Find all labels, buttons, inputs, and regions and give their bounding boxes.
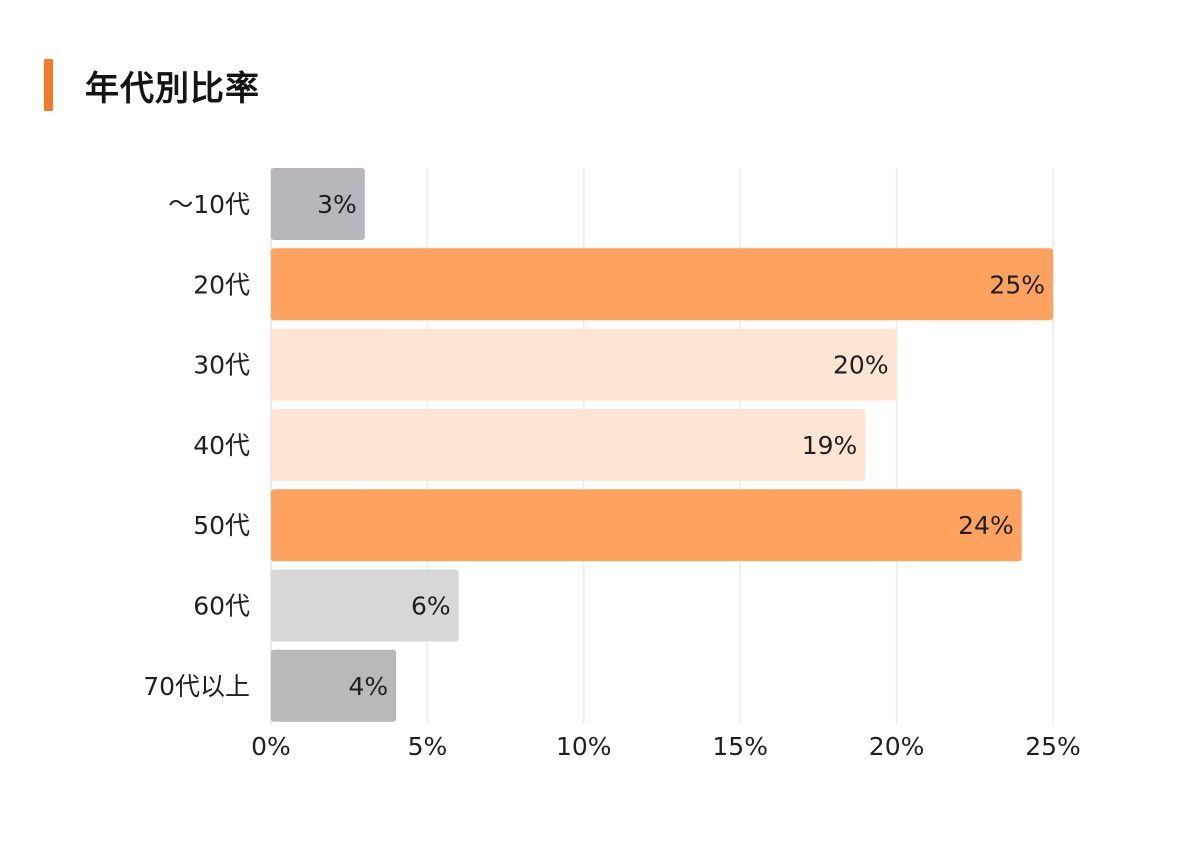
title-accent-bar: [44, 59, 53, 111]
category-label: 50代: [193, 511, 250, 540]
data-label: 4%: [348, 672, 388, 701]
x-tick-label: 15%: [712, 732, 768, 761]
category-label: 60代: [193, 592, 250, 621]
x-tick-label: 20%: [869, 732, 925, 761]
data-label: 6%: [411, 592, 451, 621]
data-label: 24%: [958, 511, 1014, 540]
chart-title-block: 年代別比率: [44, 58, 260, 112]
x-tick-label: 10%: [556, 732, 612, 761]
bar: [271, 569, 459, 642]
category-label: 30代: [193, 351, 250, 380]
category-label: 70代以上: [143, 672, 250, 701]
data-label: 25%: [989, 270, 1045, 299]
bar: [271, 408, 866, 481]
bars: [271, 168, 1053, 722]
bar: [271, 248, 1053, 321]
value-axis: 0% 5% 10% 15% 20% 25%: [251, 732, 1081, 761]
category-axis: 〜10代 20代 30代 40代 50代 60代 70代以上: [143, 190, 250, 701]
bar: [271, 328, 897, 401]
x-tick-label: 5%: [408, 732, 448, 761]
category-label: 20代: [193, 270, 250, 299]
x-tick-label: 0%: [251, 732, 291, 761]
value-labels: 3% 25% 20% 19% 24% 6% 4%: [317, 190, 1045, 701]
bar: [271, 489, 1022, 562]
chart-title: 年代別比率: [85, 68, 260, 109]
x-tick-label: 25%: [1025, 732, 1081, 761]
category-label: 〜10代: [168, 190, 250, 219]
data-label: 20%: [833, 351, 889, 380]
category-label: 40代: [193, 431, 250, 460]
bar: [271, 168, 365, 240]
bar: [271, 649, 397, 722]
data-label: 3%: [317, 190, 357, 219]
data-label: 19%: [802, 431, 858, 460]
